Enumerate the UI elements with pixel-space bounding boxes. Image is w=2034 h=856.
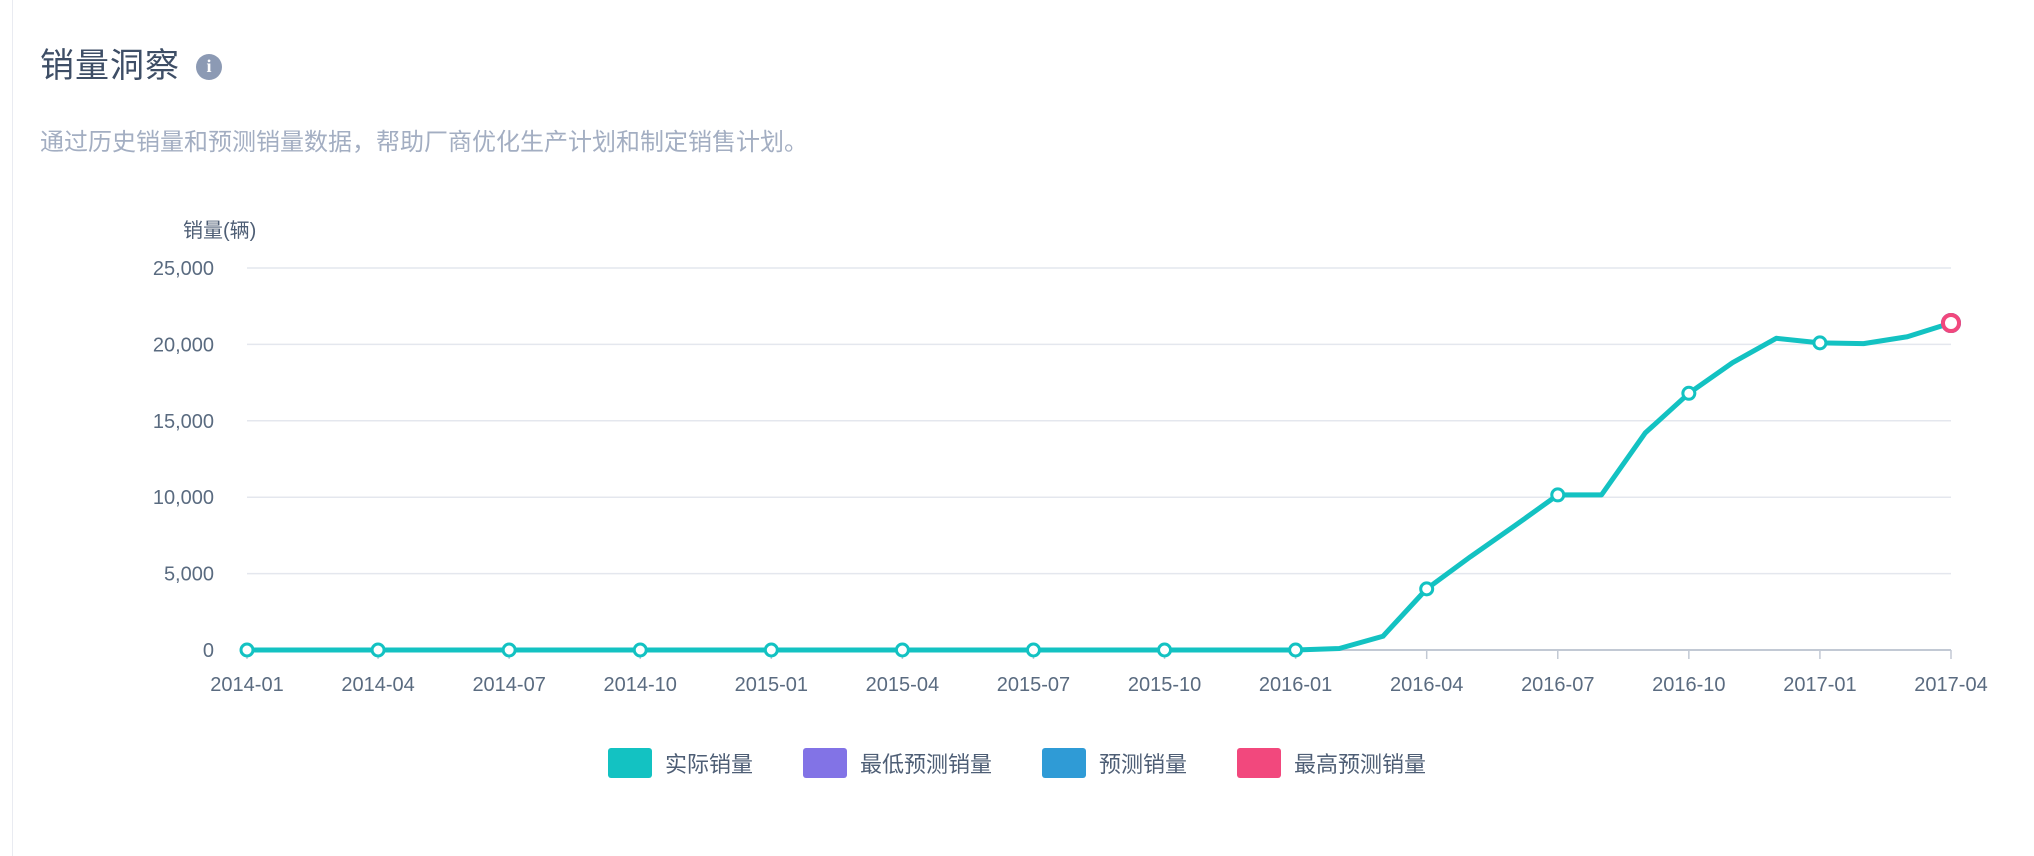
legend-label: 最高预测销量	[1294, 752, 1427, 777]
svg-text:2016-01: 2016-01	[1259, 674, 1332, 696]
svg-text:2017-04: 2017-04	[1914, 674, 1987, 696]
svg-text:销量(辆): 销量(辆)	[183, 219, 256, 242]
svg-text:25,000: 25,000	[153, 258, 214, 280]
svg-text:20,000: 20,000	[153, 334, 214, 356]
svg-text:0: 0	[203, 640, 214, 662]
svg-text:2014-07: 2014-07	[472, 674, 545, 696]
legend-item-actual-sales[interactable]: 实际销量	[607, 747, 753, 779]
legend-swatch-forecast	[1042, 748, 1086, 778]
legend-label: 实际销量	[664, 752, 753, 777]
svg-text:2015-04: 2015-04	[866, 674, 939, 696]
svg-text:2015-07: 2015-07	[997, 674, 1070, 696]
page-title: 销量洞察	[40, 47, 180, 85]
svg-text:2015-01: 2015-01	[735, 674, 808, 696]
svg-text:2017-01: 2017-01	[1783, 674, 1856, 696]
page-subtitle: 通过历史销量和预测销量数据，帮助厂商优化生产计划和制定销售计划。	[40, 129, 808, 156]
legend-item-lowest-forecast[interactable]: 最低预测销量	[802, 747, 992, 779]
legend-swatch-highest-forecast	[1237, 748, 1282, 778]
info-icon[interactable]: i	[196, 53, 222, 80]
legend-item-forecast[interactable]: 预测销量	[1042, 747, 1187, 779]
svg-text:2016-10: 2016-10	[1652, 674, 1725, 696]
legend-swatch-lowest-forecast	[802, 748, 847, 778]
svg-text:15,000: 15,000	[153, 411, 214, 433]
chart-legend: 实际销量 最低预测销量 预测销量 最高预测销量	[0, 747, 2034, 779]
svg-text:2014-10: 2014-10	[604, 674, 677, 696]
panel-header: 销量洞察 i	[40, 38, 222, 87]
legend-label: 最低预测销量	[859, 752, 992, 777]
svg-text:2016-04: 2016-04	[1390, 674, 1463, 696]
legend-label: 预测销量	[1099, 752, 1188, 777]
legend-swatch-actual-sales	[607, 748, 652, 778]
panel-left-divider	[12, 0, 13, 856]
svg-text:2014-01: 2014-01	[210, 674, 283, 696]
svg-text:10,000: 10,000	[153, 487, 214, 509]
svg-text:2015-10: 2015-10	[1128, 674, 1201, 696]
legend-item-highest-forecast[interactable]: 最高预测销量	[1237, 747, 1426, 779]
svg-text:2016-07: 2016-07	[1521, 674, 1594, 696]
svg-text:2014-04: 2014-04	[341, 674, 414, 696]
svg-text:5,000: 5,000	[164, 564, 214, 586]
sales-line-chart[interactable]: 0 5,000 10,000 15,000 20,000 25,000 2014-01 201…	[0, 0, 2034, 730]
